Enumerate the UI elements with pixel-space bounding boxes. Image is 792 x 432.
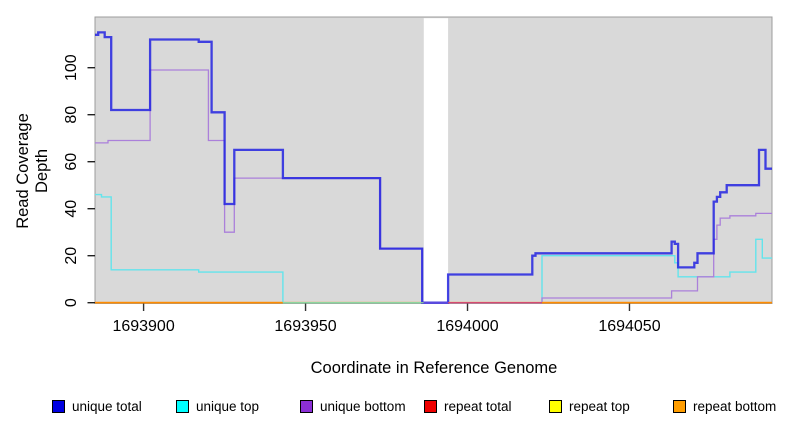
masked-region: [423, 18, 449, 303]
x-axis-title: Coordinate in Reference Genome: [310, 359, 558, 377]
legend-item-unique-total: unique total: [52, 399, 142, 414]
y-tick-label: 0: [63, 298, 80, 307]
legend-label: unique bottom: [320, 399, 406, 414]
legend-label: repeat top: [569, 399, 630, 414]
legend: unique total unique top unique bottom re…: [0, 399, 792, 421]
series-unique-total: [95, 31, 772, 304]
repeat-top-swatch-icon: [549, 400, 562, 413]
unique-top-swatch-icon: [176, 400, 189, 413]
y-tick-label: 40: [63, 200, 80, 218]
legend-item-repeat-total: repeat total: [424, 399, 512, 414]
series-unique-bottom: [95, 69, 772, 304]
unique-bottom-swatch-icon: [300, 400, 313, 413]
legend-label: unique top: [196, 399, 260, 414]
x-tick-label: 1693950: [274, 318, 336, 335]
y-tick-label: 100: [63, 54, 80, 81]
legend-label: unique total: [72, 399, 142, 414]
legend-label: repeat bottom: [693, 399, 777, 414]
legend-item-repeat-bottom: repeat bottom: [673, 399, 776, 414]
series-unique-top: [95, 193, 772, 304]
legend-item-unique-bottom: unique bottom: [300, 399, 406, 414]
legend-item-repeat-top: repeat top: [549, 399, 630, 414]
x-tick-label: 1694050: [598, 318, 660, 335]
y-tick-label: 80: [63, 106, 80, 124]
y-tick-label: 60: [63, 153, 80, 171]
repeat-bottom-swatch-icon: [673, 400, 686, 413]
x-tick-label: 1693900: [112, 318, 174, 335]
unique-total-swatch-icon: [52, 400, 65, 413]
x-tick-label: 1694000: [436, 318, 498, 335]
legend-label: repeat total: [444, 399, 512, 414]
repeat-total-swatch-icon: [424, 400, 437, 413]
y-tick-label: 20: [63, 247, 80, 265]
legend-item-unique-top: unique top: [176, 399, 259, 414]
y-axis-title: Read Coverage Depth: [14, 113, 51, 229]
